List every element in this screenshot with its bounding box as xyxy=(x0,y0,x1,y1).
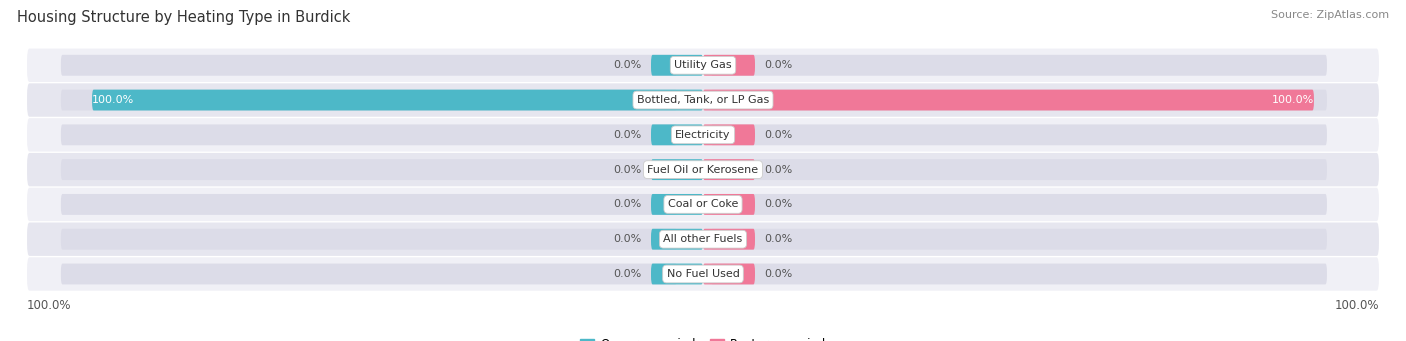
FancyBboxPatch shape xyxy=(60,159,678,180)
Text: 100.0%: 100.0% xyxy=(1334,299,1379,312)
FancyBboxPatch shape xyxy=(60,229,678,250)
Legend: Owner-occupied, Renter-occupied: Owner-occupied, Renter-occupied xyxy=(579,338,827,341)
FancyBboxPatch shape xyxy=(703,124,755,145)
FancyBboxPatch shape xyxy=(703,159,755,180)
FancyBboxPatch shape xyxy=(27,48,1379,82)
Text: 0.0%: 0.0% xyxy=(613,60,641,70)
FancyBboxPatch shape xyxy=(651,194,703,215)
Text: Source: ZipAtlas.com: Source: ZipAtlas.com xyxy=(1271,10,1389,20)
Text: Housing Structure by Heating Type in Burdick: Housing Structure by Heating Type in Bur… xyxy=(17,10,350,25)
Text: 0.0%: 0.0% xyxy=(765,130,793,140)
Text: 100.0%: 100.0% xyxy=(91,95,135,105)
Text: 0.0%: 0.0% xyxy=(613,165,641,175)
FancyBboxPatch shape xyxy=(711,90,1327,110)
FancyBboxPatch shape xyxy=(711,194,1327,215)
FancyBboxPatch shape xyxy=(711,264,1327,284)
FancyBboxPatch shape xyxy=(60,194,678,215)
Text: 0.0%: 0.0% xyxy=(765,165,793,175)
FancyBboxPatch shape xyxy=(711,55,1327,76)
FancyBboxPatch shape xyxy=(711,229,1327,250)
Text: 0.0%: 0.0% xyxy=(613,269,641,279)
FancyBboxPatch shape xyxy=(703,90,1315,110)
Text: All other Fuels: All other Fuels xyxy=(664,234,742,244)
FancyBboxPatch shape xyxy=(60,55,678,76)
Text: 100.0%: 100.0% xyxy=(27,299,72,312)
Text: 0.0%: 0.0% xyxy=(613,199,641,209)
Text: Fuel Oil or Kerosene: Fuel Oil or Kerosene xyxy=(647,165,759,175)
FancyBboxPatch shape xyxy=(711,159,1327,180)
FancyBboxPatch shape xyxy=(60,264,678,284)
FancyBboxPatch shape xyxy=(27,153,1379,186)
FancyBboxPatch shape xyxy=(27,118,1379,151)
FancyBboxPatch shape xyxy=(651,159,703,180)
Text: 0.0%: 0.0% xyxy=(765,199,793,209)
FancyBboxPatch shape xyxy=(60,90,678,110)
FancyBboxPatch shape xyxy=(27,83,1379,117)
Text: 0.0%: 0.0% xyxy=(765,269,793,279)
Text: 100.0%: 100.0% xyxy=(1271,95,1315,105)
FancyBboxPatch shape xyxy=(27,223,1379,256)
Text: Coal or Coke: Coal or Coke xyxy=(668,199,738,209)
Text: 0.0%: 0.0% xyxy=(765,234,793,244)
Text: 0.0%: 0.0% xyxy=(613,234,641,244)
FancyBboxPatch shape xyxy=(703,55,755,76)
Text: 0.0%: 0.0% xyxy=(765,60,793,70)
Text: No Fuel Used: No Fuel Used xyxy=(666,269,740,279)
FancyBboxPatch shape xyxy=(703,264,755,284)
FancyBboxPatch shape xyxy=(91,90,703,110)
Text: 0.0%: 0.0% xyxy=(613,130,641,140)
FancyBboxPatch shape xyxy=(27,188,1379,221)
FancyBboxPatch shape xyxy=(651,264,703,284)
Text: Bottled, Tank, or LP Gas: Bottled, Tank, or LP Gas xyxy=(637,95,769,105)
FancyBboxPatch shape xyxy=(651,55,703,76)
FancyBboxPatch shape xyxy=(651,124,703,145)
FancyBboxPatch shape xyxy=(711,124,1327,145)
Text: Electricity: Electricity xyxy=(675,130,731,140)
FancyBboxPatch shape xyxy=(60,124,678,145)
FancyBboxPatch shape xyxy=(703,194,755,215)
FancyBboxPatch shape xyxy=(27,257,1379,291)
FancyBboxPatch shape xyxy=(703,229,755,250)
FancyBboxPatch shape xyxy=(651,229,703,250)
Text: Utility Gas: Utility Gas xyxy=(675,60,731,70)
